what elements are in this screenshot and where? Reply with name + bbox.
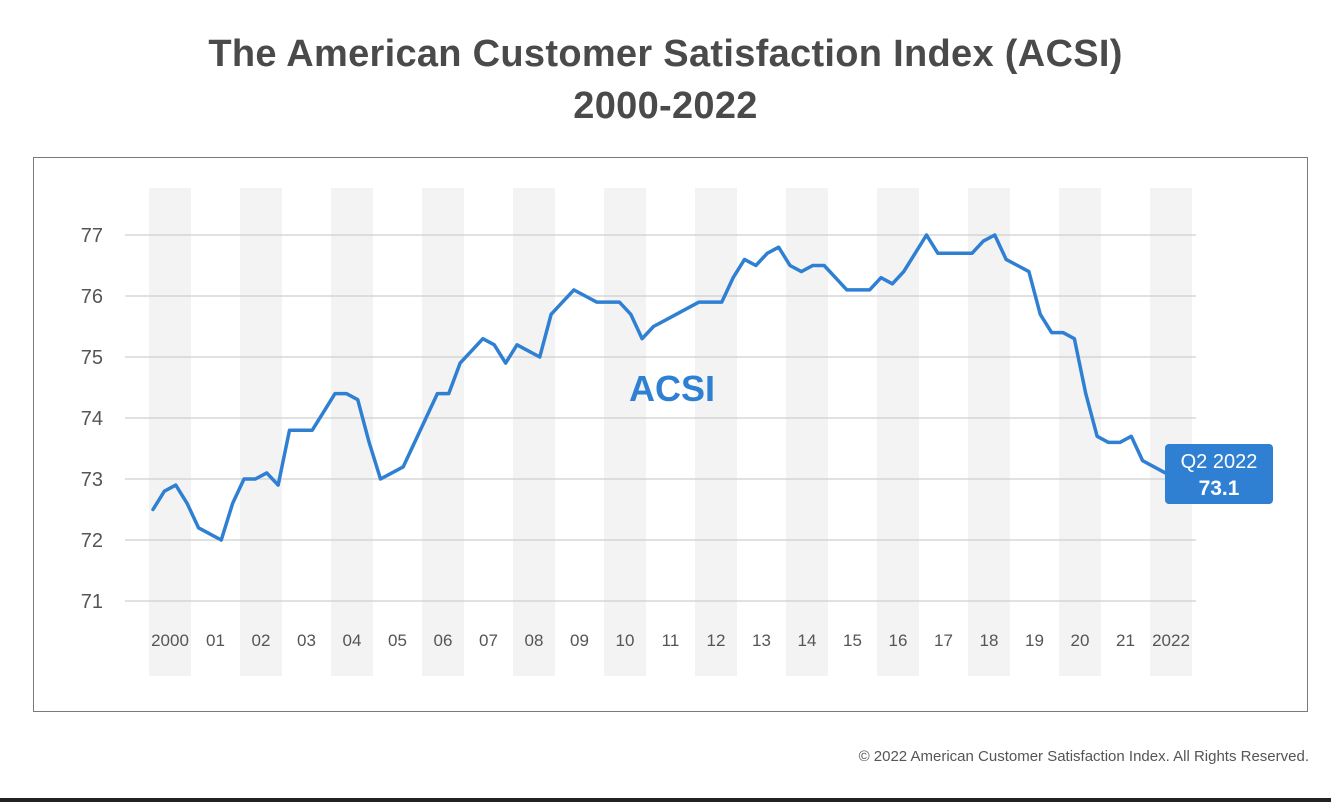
x-tick-label: 05 [388,631,407,650]
x-tick-label: 07 [479,631,498,650]
year-bands [149,188,1192,676]
gridlines [125,234,1196,602]
x-tick-label: 2022 [1152,631,1190,650]
y-tick-label: 71 [81,591,103,613]
chart-title: The American Customer Satisfaction Index… [0,28,1331,132]
bottom-rule [0,798,1331,802]
x-axis-labels: 2000 01 02 03 04 05 06 07 08 09 10 11 12 13 14 15 16 17 18… [151,631,1190,650]
y-tick-label: 76 [81,286,103,308]
x-tick-label: 18 [980,631,999,650]
x-tick-label: 2000 [151,631,189,650]
acsi-series-line [151,233,1168,542]
x-tick-label: 08 [525,631,544,650]
y-tick-label: 74 [81,408,103,430]
year-band [695,188,737,676]
copyright-notice: © 2022 American Customer Satisfaction In… [858,748,1309,765]
year-band [1059,188,1101,676]
x-tick-label: 06 [434,631,453,650]
x-tick-label: 13 [752,631,771,650]
x-tick-label: 19 [1025,631,1044,650]
x-tick-label: 17 [934,631,953,650]
year-band [604,188,646,676]
y-tick-label: 73 [81,469,103,491]
x-tick-label: 04 [343,631,362,650]
year-band [877,188,919,676]
year-band [513,188,555,676]
chart-title-line-2: 2000-2022 [573,85,758,127]
y-axis-labels: 71 72 73 74 75 76 77 [81,225,103,613]
x-tick-label: 14 [798,631,817,650]
x-tick-label: 03 [297,631,316,650]
year-band [240,188,282,676]
series-label-acsi: ACSI [629,368,715,409]
series-group [151,233,1168,542]
x-tick-label: 20 [1071,631,1090,650]
chart-title-line-1: The American Customer Satisfaction Index… [208,33,1123,75]
x-tick-label: 12 [707,631,726,650]
year-band [149,188,191,676]
x-tick-label: 11 [662,631,680,650]
year-band [1150,188,1192,676]
callout-label: Q2 2022 [1181,451,1258,473]
callout-value: 73.1 [1199,477,1240,500]
year-band [786,188,828,676]
y-tick-label: 72 [81,530,103,552]
year-band [968,188,1010,676]
y-tick-label: 75 [81,347,103,369]
x-tick-label: 15 [843,631,862,650]
annotations-group: ACSI Q2 2022 73.1 [629,368,1273,504]
x-tick-label: 16 [889,631,908,650]
callout-box [1165,444,1273,504]
x-tick-label: 10 [616,631,635,650]
x-tick-label: 02 [252,631,271,650]
year-band [422,188,464,676]
x-tick-label: 21 [1116,631,1135,650]
y-tick-label: 77 [81,225,103,247]
x-tick-label: 09 [570,631,589,650]
x-tick-label: 01 [206,631,225,650]
